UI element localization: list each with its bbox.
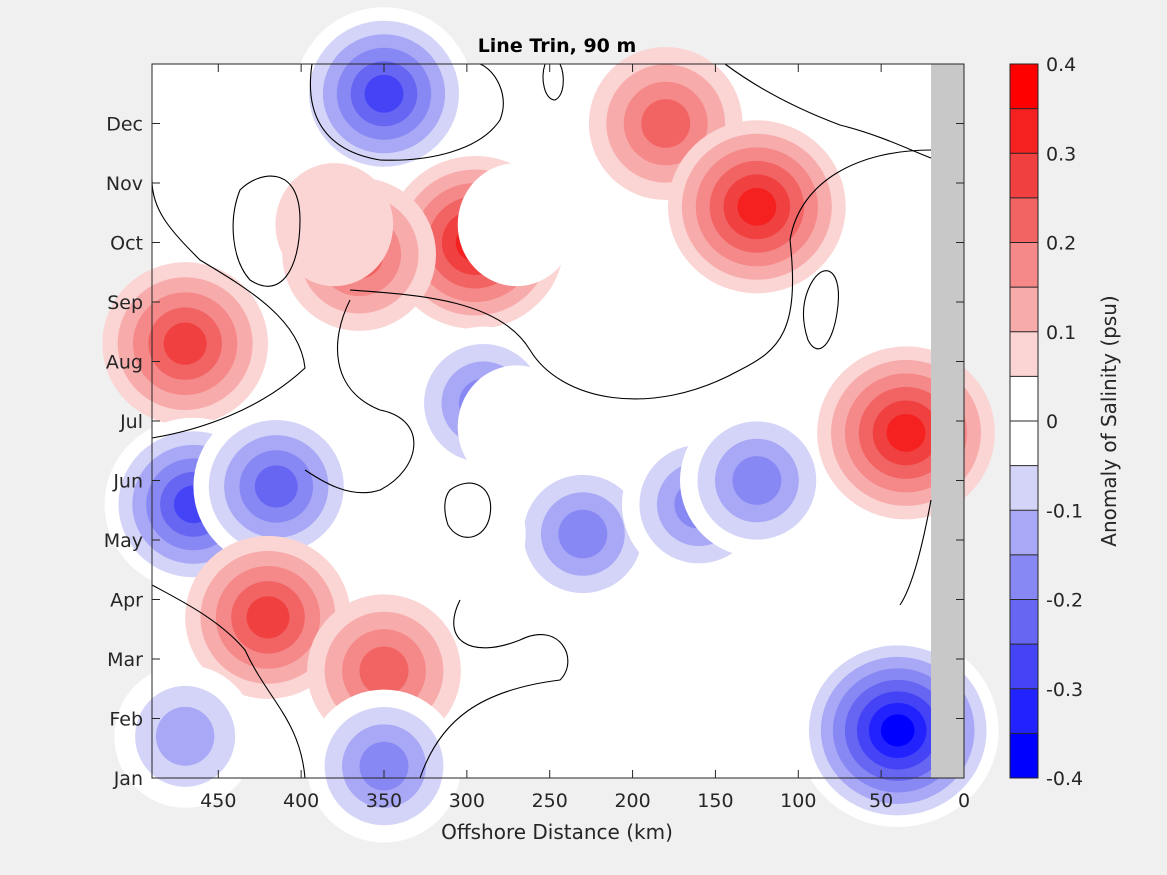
colorbar-swatch: [1010, 331, 1038, 377]
y-tick-label: Mar: [107, 649, 143, 671]
colorbar-label: Anomaly of Salinity (psu): [1097, 295, 1121, 546]
colorbar-swatch: [1010, 197, 1038, 243]
y-tick-label: Apr: [110, 590, 143, 612]
colorbar-tick-label: 0.2: [1046, 233, 1076, 255]
contour-band: [641, 99, 691, 148]
chart-title: Line Trin, 90 m: [478, 35, 637, 57]
colorbar-tick-label: 0: [1046, 411, 1058, 433]
contour-band: [163, 322, 207, 365]
contour-band: [246, 596, 290, 639]
colorbar-swatch: [1010, 287, 1038, 333]
y-tick-label: Jun: [112, 471, 143, 493]
colorbar-swatch: [1010, 108, 1038, 154]
x-tick-label: 200: [614, 790, 650, 812]
colorbar: -0.4 -0.3 -0.2 -0.1 0 0.1 0.2 0.3 0.4: [1009, 54, 1083, 790]
y-tick-label: Jan: [113, 768, 143, 790]
x-tick-label: 400: [283, 790, 319, 812]
colorbar-tick-label: 0.4: [1046, 54, 1076, 76]
zero-contour-line: [309, 63, 504, 161]
contour-band: [359, 646, 409, 696]
contour-band: [558, 509, 608, 559]
y-tick-label: May: [104, 530, 143, 552]
x-tick-label: 350: [366, 790, 402, 812]
colorbar-tick-label: -0.2: [1046, 590, 1083, 612]
colorbar-tick-label: -0.1: [1046, 500, 1083, 522]
x-axis-label: Offshore Distance (km): [441, 820, 673, 844]
contour-band: [886, 413, 926, 452]
colorbar-tick-label: -0.4: [1046, 768, 1083, 790]
zero-contour-line: [724, 63, 932, 159]
colorbar-swatch: [1010, 554, 1038, 600]
colorbar-tick-label: -0.3: [1046, 679, 1083, 701]
contour-band: [732, 456, 782, 505]
colorbar-swatch: [1010, 644, 1038, 690]
y-tick-label: Aug: [106, 352, 143, 374]
zero-contour-lines: [151, 63, 932, 779]
y-tick-label: Oct: [110, 233, 143, 255]
colorbar-swatch: [1010, 688, 1038, 734]
zero-contour-line: [899, 499, 932, 606]
x-axis: 450 400 350 300 250 200 150 100 50 0: [200, 64, 970, 812]
x-tick-label: 300: [449, 790, 485, 812]
colorbar-swatch: [1010, 64, 1038, 110]
x-tick-label: 150: [697, 790, 733, 812]
colorbar-frame: [1009, 63, 1039, 779]
colorbar-tick-label: 0.3: [1046, 143, 1076, 165]
y-axis: Jan Feb Mar Apr May Jun Jul Aug Sep Oct Nov Dec: [104, 114, 964, 790]
zero-contour-line: [802, 270, 840, 350]
y-tick-label: Feb: [109, 709, 143, 731]
contour-band: [275, 163, 394, 287]
plot-area: [102, 7, 999, 843]
contour-band: [359, 741, 409, 791]
y-tick-label: Nov: [106, 173, 143, 195]
zero-contour-line: [232, 175, 301, 287]
contour-band: [737, 187, 777, 226]
zero-contour-line: [542, 63, 564, 101]
colorbar-swatch: [1010, 242, 1038, 288]
colorbar-tick-label: 0.1: [1046, 322, 1076, 344]
colorbar-swatch: [1010, 733, 1038, 779]
zero-contour-line: [151, 584, 306, 779]
colorbar-swatch: [1010, 421, 1038, 467]
contour-band: [364, 74, 404, 113]
contour-band: [155, 706, 215, 766]
x-tick-label: 450: [200, 790, 236, 812]
zero-contour-line: [419, 599, 569, 779]
zero-contour-line: [304, 299, 415, 494]
x-tick-label: 0: [958, 790, 970, 812]
colorbar-swatch: [1010, 153, 1038, 199]
contour-band: [880, 714, 915, 747]
y-tick-label: Dec: [106, 114, 143, 136]
x-tick-label: 50: [869, 790, 893, 812]
contour-band: [254, 465, 298, 508]
colorbar-swatch: [1010, 599, 1038, 645]
colorbar-swatch: [1010, 510, 1038, 556]
y-tick-label: Sep: [107, 292, 143, 314]
colorbar-swatch: [1010, 376, 1038, 422]
zero-contour-line: [151, 179, 306, 439]
zero-contour-line: [444, 482, 492, 538]
zero-contour-line: [349, 149, 932, 400]
x-tick-label: 100: [780, 790, 816, 812]
contour-band: [407, 472, 526, 596]
contour-band: [457, 365, 576, 489]
contour-band: [457, 163, 576, 287]
y-tick-label: Jul: [119, 411, 143, 433]
filled-contours: [102, 7, 999, 843]
x-tick-label: 250: [532, 790, 568, 812]
colorbar-swatch: [1010, 465, 1038, 511]
